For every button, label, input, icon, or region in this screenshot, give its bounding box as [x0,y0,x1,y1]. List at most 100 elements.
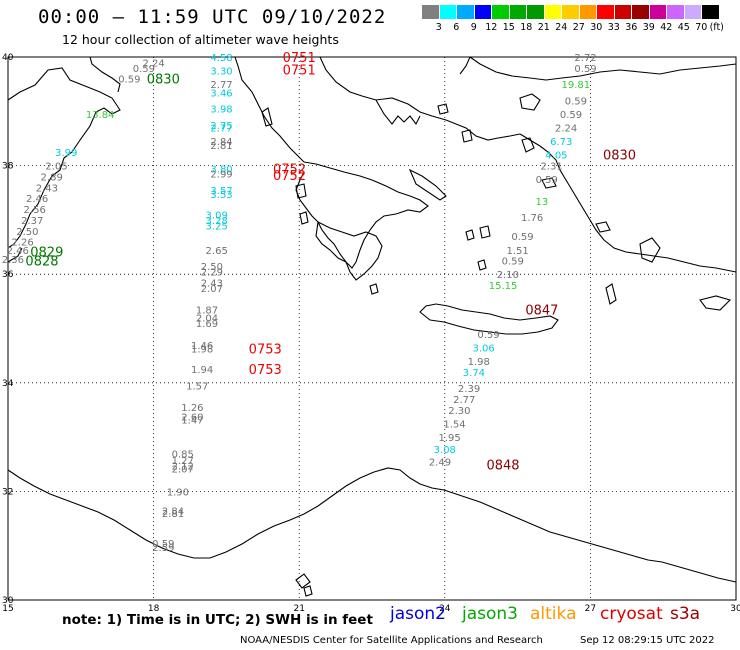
scale-tick-label: 45 [677,22,690,33]
coast-libya [7,467,737,583]
lat-tick-label: 40 [2,53,14,63]
wave-height-label: 2.07 [172,465,194,476]
island-chios [521,137,535,153]
pass-time-label: 0752 [273,169,306,184]
scale-tick-label: 12 [485,22,498,33]
wave-height-label: 2.24 [555,124,577,135]
island-paros [465,229,475,241]
lon-tick-label: 18 [148,604,160,614]
wave-height-label: 3.28 [206,216,228,227]
coast-peloponnese [315,221,383,281]
wave-height-label: 2.37 [21,216,43,227]
wave-height-label: 1.98 [468,357,490,368]
wave-height-label: 2.49 [429,458,451,469]
wave-height-label: 1.51 [506,246,528,257]
wave-height-label: 2.39 [458,384,480,395]
wave-height-label: 2.31 [540,162,562,173]
page-subtitle: 12 hour collection of altimeter wave hei… [62,32,339,47]
coast-italy [7,67,121,249]
scale-tick-label: 3 [435,22,442,33]
scale-swatch [457,5,475,19]
coast-albania [234,56,305,163]
island-euboea [408,168,447,201]
scale-tick-label: 21 [537,22,550,33]
scale-tick-label: 42 [660,22,673,33]
scale-tick-label: 39 [642,22,655,33]
island-naxos [479,225,491,239]
wave-height-label: 2.24 [142,58,164,69]
scale-tick-label: 27 [572,22,585,33]
wave-height-label: 2.26 [11,238,33,249]
wave-height-label: 13.84 [86,110,115,121]
wave-height-label: 4.05 [545,151,567,162]
island-corfu [261,107,273,127]
coast-chalkidiki [375,99,421,126]
legend-item-jason3: jason3 [462,604,518,624]
pass-time-label: 0847 [525,303,558,318]
island-santorini [477,259,487,271]
scale-tick-label: 24 [555,22,568,33]
wave-height-label: 0.59 [477,330,499,341]
coast-greece [295,161,429,269]
wave-height-labels: 2.240.590.594.583.302.773.463.982.752.77… [2,51,636,554]
wave-height-label: 1.26 [181,403,203,414]
wave-height-label: 1.76 [521,213,543,224]
wave-height-label: 4.58 [210,53,232,64]
wave-height-label: 3.98 [210,105,232,116]
island-zakynthos [299,211,309,225]
scale-tick-label: 30 [590,22,603,33]
wave-height-label: 2.65 [206,246,228,257]
wave-height-label: 6.73 [550,137,572,148]
pass-time-label: 0753 [249,363,282,378]
wave-height-label: 2.43 [36,183,58,194]
wave-height-label: 3.53 [210,190,232,201]
scale-tick-label: 18 [520,22,533,33]
wave-height-label: 1.47 [181,416,203,427]
scale-tick-label: 15 [502,22,515,33]
wave-height-label: 0.59 [536,175,558,186]
lat-tick-label: 38 [2,162,14,172]
wave-height-label: 1.95 [439,433,461,444]
wave-height-label: 0.59 [574,64,596,75]
island-thasos [437,103,449,115]
wave-height-label: 2.46 [7,246,29,257]
scale-swatch [509,5,527,19]
wave-height-label: 2.81 [162,509,184,520]
wave-height-label: 2.72 [574,53,596,64]
coast-italy-north [89,56,121,93]
island-kythira [369,283,379,295]
island-libya-islet [303,585,313,597]
scale-swatch [492,5,510,19]
wave-height-label: 3.80 [210,164,232,175]
wave-height-label: 2.56 [24,205,46,216]
scale-tick-label: 33 [607,22,620,33]
pass-time-label: 0829 [30,245,63,260]
footer-timestamp: Sep 12 08:29:15 UTC 2022 [580,635,715,646]
wave-height-label: 2.81 [210,141,232,152]
wave-height-label: 2.89 [41,172,63,183]
wave-height-label: 2.75 [210,121,232,132]
wave-height-label: 2.36 [2,255,24,266]
wave-height-label: 2.46 [26,194,48,205]
scale-tick-label: (ft) [709,22,724,33]
wave-height-label: 1.27 [172,456,194,467]
wave-height-label: 3.30 [210,67,232,78]
scale-tick-label: 9 [470,22,477,33]
pass-time-label: 0751 [283,51,316,66]
legend-item-jason2: jason2 [390,604,446,624]
scale-swatch [579,5,597,19]
wave-height-label: 0.59 [118,75,140,86]
wave-height-label: 2.77 [453,395,475,406]
wave-height-label: 19.81 [562,80,591,91]
wave-height-label: 3.09 [206,210,228,221]
wave-height-label: 3.08 [434,445,456,456]
wave-height-label: 2.12 [172,461,194,472]
scale-swatch [562,5,580,19]
wave-height-label: 3.74 [463,368,485,379]
wave-height-label: 2.29 [201,267,223,278]
scale-swatch [527,5,545,19]
wave-height-label: 0.59 [511,232,533,243]
graticule: 15 18 21 24 27 30 40 38 36 34 32 30 [2,53,740,614]
island-karpathos [605,283,617,305]
lon-tick-label: 21 [293,604,304,614]
